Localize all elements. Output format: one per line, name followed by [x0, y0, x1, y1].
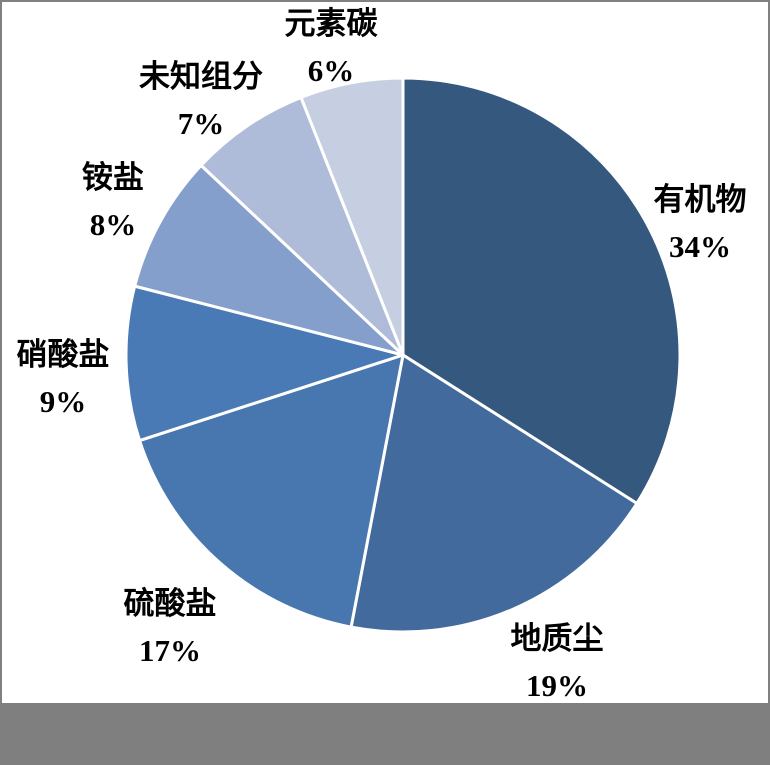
slice-percent: 19%: [526, 668, 588, 703]
pie-slice-4: [133, 163, 405, 357]
slice-percent: 34%: [669, 229, 731, 264]
pie-slice-5: [199, 95, 405, 357]
slice-percent: 9%: [39, 384, 87, 419]
slice-name: 有机物: [653, 182, 747, 217]
slice-percent: 7%: [177, 106, 225, 141]
slice-label-organic-matter: 有机物 34%: [654, 176, 747, 270]
slice-name: 未知组分: [139, 59, 263, 94]
pie-slice-6: [299, 76, 405, 357]
bottom-gray-bar: [0, 703, 770, 765]
slice-percent: 17%: [139, 633, 201, 668]
slice-name: 铵盐: [82, 160, 144, 195]
slice-label-sulfate: 硫酸盐 17%: [124, 580, 217, 674]
slice-label-nitrate: 硝酸盐 9%: [17, 331, 110, 425]
slice-name: 硫酸盐: [123, 586, 217, 621]
slice-percent: 8%: [89, 207, 137, 242]
pie-slice-2: [138, 353, 405, 629]
slice-percent: 6%: [307, 53, 355, 88]
slice-label-elemental-carbon: 元素碳 6%: [285, 0, 378, 94]
slice-label-unknown-component: 未知组分 7%: [139, 53, 263, 147]
slice-label-ammonium-salt: 铵盐 8%: [82, 154, 144, 248]
slice-label-geological-dust: 地质尘 19%: [511, 615, 604, 709]
slice-name: 地质尘: [510, 621, 604, 656]
slice-name: 元素碳: [284, 6, 378, 41]
pie-slice-3: [124, 284, 405, 443]
pie-slice-0: [401, 76, 682, 505]
pie-slice-1: [349, 353, 639, 634]
slice-name: 硝酸盐: [16, 337, 110, 372]
